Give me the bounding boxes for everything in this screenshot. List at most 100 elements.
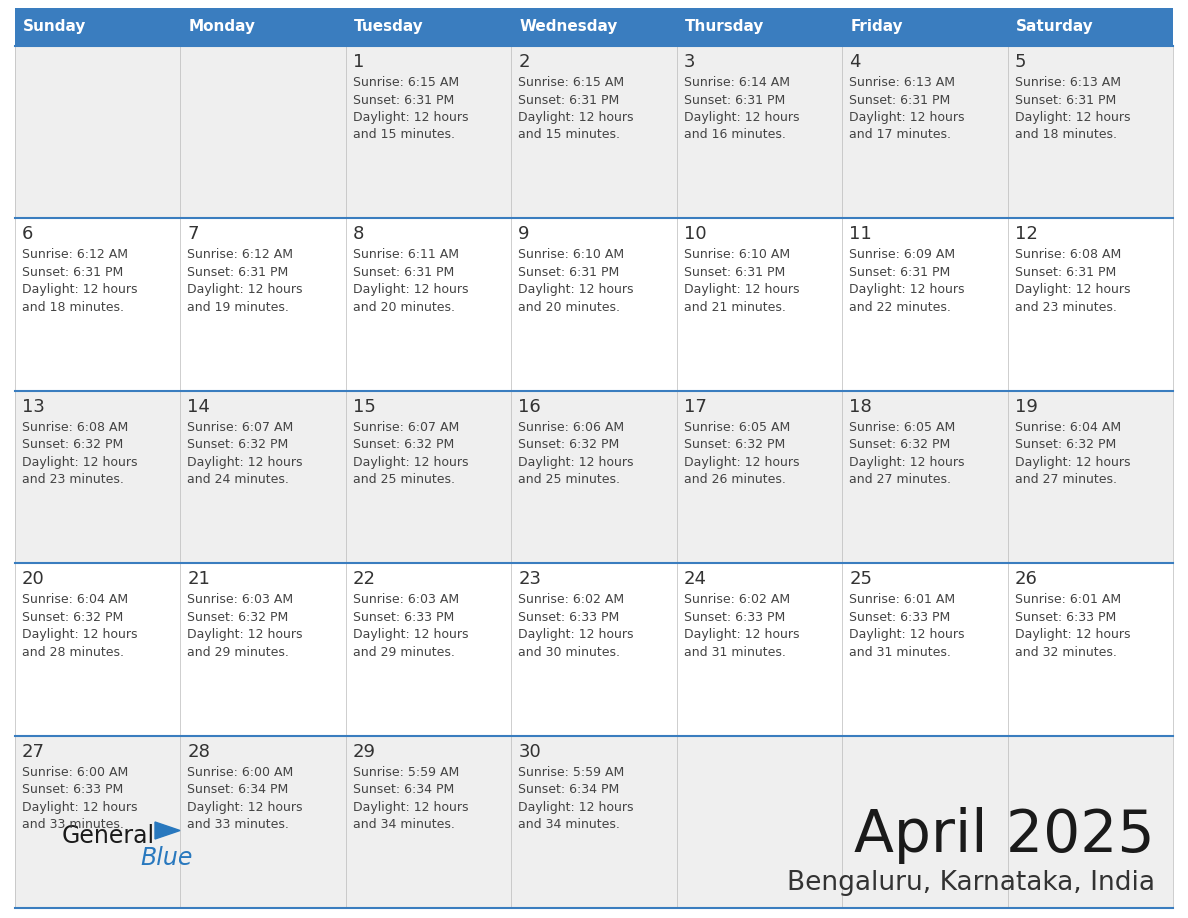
Text: Daylight: 12 hours: Daylight: 12 hours [684,284,800,297]
Text: Daylight: 12 hours: Daylight: 12 hours [188,456,303,469]
Text: and 28 minutes.: and 28 minutes. [23,645,124,659]
Text: Daylight: 12 hours: Daylight: 12 hours [353,800,468,813]
Text: Sunset: 6:31 PM: Sunset: 6:31 PM [849,266,950,279]
Text: Sunrise: 6:01 AM: Sunrise: 6:01 AM [1015,593,1120,606]
Text: and 16 minutes.: and 16 minutes. [684,129,785,141]
Text: Daylight: 12 hours: Daylight: 12 hours [518,628,633,641]
Text: Daylight: 12 hours: Daylight: 12 hours [23,284,138,297]
Text: Daylight: 12 hours: Daylight: 12 hours [684,456,800,469]
Text: Sunset: 6:32 PM: Sunset: 6:32 PM [23,610,124,623]
Text: and 33 minutes.: and 33 minutes. [23,818,124,831]
Text: Sunset: 6:32 PM: Sunset: 6:32 PM [23,438,124,452]
Text: 30: 30 [518,743,541,761]
Text: and 20 minutes.: and 20 minutes. [518,301,620,314]
Text: Sunrise: 5:59 AM: Sunrise: 5:59 AM [518,766,625,778]
Text: Sunset: 6:33 PM: Sunset: 6:33 PM [1015,610,1116,623]
Polygon shape [154,822,181,839]
Text: Daylight: 12 hours: Daylight: 12 hours [684,628,800,641]
Text: and 27 minutes.: and 27 minutes. [1015,474,1117,487]
Text: Sunset: 6:32 PM: Sunset: 6:32 PM [684,438,785,452]
Text: Sunrise: 6:12 AM: Sunrise: 6:12 AM [23,249,128,262]
Text: and 18 minutes.: and 18 minutes. [1015,129,1117,141]
Text: Daylight: 12 hours: Daylight: 12 hours [518,284,633,297]
Text: 14: 14 [188,397,210,416]
Text: Daylight: 12 hours: Daylight: 12 hours [518,800,633,813]
Text: Daylight: 12 hours: Daylight: 12 hours [353,284,468,297]
Text: Sunrise: 6:04 AM: Sunrise: 6:04 AM [23,593,128,606]
Text: 28: 28 [188,743,210,761]
Text: and 17 minutes.: and 17 minutes. [849,129,952,141]
Text: Daylight: 12 hours: Daylight: 12 hours [684,111,800,124]
Text: and 25 minutes.: and 25 minutes. [518,474,620,487]
Text: Sunrise: 6:08 AM: Sunrise: 6:08 AM [23,420,128,434]
Text: and 29 minutes.: and 29 minutes. [188,645,290,659]
Text: and 18 minutes.: and 18 minutes. [23,301,124,314]
Text: Sunrise: 6:14 AM: Sunrise: 6:14 AM [684,76,790,89]
Text: and 22 minutes.: and 22 minutes. [849,301,952,314]
Text: 4: 4 [849,53,860,71]
Text: Sunrise: 6:09 AM: Sunrise: 6:09 AM [849,249,955,262]
Text: Sunset: 6:32 PM: Sunset: 6:32 PM [849,438,950,452]
Text: Tuesday: Tuesday [354,19,424,35]
Text: Sunrise: 6:05 AM: Sunrise: 6:05 AM [684,420,790,434]
Text: Sunrise: 6:02 AM: Sunrise: 6:02 AM [518,593,625,606]
Text: 7: 7 [188,226,198,243]
Text: Bengaluru, Karnataka, India: Bengaluru, Karnataka, India [786,870,1155,896]
Text: and 21 minutes.: and 21 minutes. [684,301,785,314]
Text: Thursday: Thursday [684,19,764,35]
Text: and 34 minutes.: and 34 minutes. [518,818,620,831]
Text: 21: 21 [188,570,210,588]
Text: Sunrise: 6:01 AM: Sunrise: 6:01 AM [849,593,955,606]
Text: and 15 minutes.: and 15 minutes. [353,129,455,141]
Text: Sunrise: 6:12 AM: Sunrise: 6:12 AM [188,249,293,262]
Text: Daylight: 12 hours: Daylight: 12 hours [518,456,633,469]
Text: Sunrise: 6:03 AM: Sunrise: 6:03 AM [188,593,293,606]
Text: Sunset: 6:32 PM: Sunset: 6:32 PM [518,438,619,452]
Text: 6: 6 [23,226,33,243]
Text: Sunrise: 6:02 AM: Sunrise: 6:02 AM [684,593,790,606]
Text: and 29 minutes.: and 29 minutes. [353,645,455,659]
Text: Sunrise: 6:13 AM: Sunrise: 6:13 AM [1015,76,1120,89]
Text: Sunset: 6:31 PM: Sunset: 6:31 PM [518,266,619,279]
Text: 16: 16 [518,397,541,416]
Text: Daylight: 12 hours: Daylight: 12 hours [849,111,965,124]
Text: Sunset: 6:31 PM: Sunset: 6:31 PM [353,94,454,106]
Text: Sunrise: 6:05 AM: Sunrise: 6:05 AM [849,420,955,434]
Text: General: General [62,824,156,848]
Text: Sunset: 6:31 PM: Sunset: 6:31 PM [684,94,785,106]
Text: Daylight: 12 hours: Daylight: 12 hours [1015,284,1130,297]
Text: and 30 minutes.: and 30 minutes. [518,645,620,659]
Text: 15: 15 [353,397,375,416]
Text: Daylight: 12 hours: Daylight: 12 hours [1015,628,1130,641]
Text: 25: 25 [849,570,872,588]
Text: Daylight: 12 hours: Daylight: 12 hours [188,284,303,297]
Text: 11: 11 [849,226,872,243]
Text: Blue: Blue [140,846,192,870]
Text: Sunset: 6:31 PM: Sunset: 6:31 PM [23,266,124,279]
Text: Sunset: 6:33 PM: Sunset: 6:33 PM [23,783,124,796]
Text: Daylight: 12 hours: Daylight: 12 hours [849,456,965,469]
Text: Sunday: Sunday [23,19,87,35]
Text: 9: 9 [518,226,530,243]
Bar [15,218,1173,391]
Text: 10: 10 [684,226,707,243]
Text: 17: 17 [684,397,707,416]
Text: 1: 1 [353,53,365,71]
Text: Daylight: 12 hours: Daylight: 12 hours [23,628,138,641]
Text: 18: 18 [849,397,872,416]
Text: Sunset: 6:33 PM: Sunset: 6:33 PM [518,610,619,623]
Text: Sunrise: 6:03 AM: Sunrise: 6:03 AM [353,593,459,606]
Text: Daylight: 12 hours: Daylight: 12 hours [353,456,468,469]
Text: 22: 22 [353,570,375,588]
Text: and 19 minutes.: and 19 minutes. [188,301,290,314]
Text: Saturday: Saturday [1016,19,1093,35]
Text: Sunset: 6:33 PM: Sunset: 6:33 PM [849,610,950,623]
Text: and 23 minutes.: and 23 minutes. [23,474,124,487]
Text: Monday: Monday [189,19,255,35]
Text: and 24 minutes.: and 24 minutes. [188,474,290,487]
Text: 20: 20 [23,570,45,588]
Text: Friday: Friday [851,19,903,35]
Text: and 33 minutes.: and 33 minutes. [188,818,290,831]
Text: Sunset: 6:32 PM: Sunset: 6:32 PM [188,438,289,452]
Text: and 31 minutes.: and 31 minutes. [684,645,785,659]
